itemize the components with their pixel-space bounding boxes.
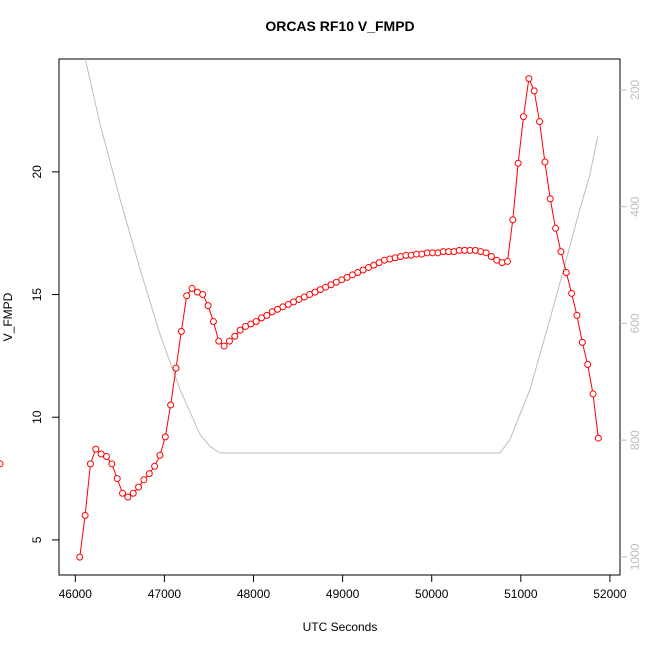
chart-title: ORCAS RF10 V_FMPD [265, 18, 414, 34]
point [573, 311, 581, 319]
point [161, 433, 169, 441]
point [220, 342, 228, 350]
point [113, 475, 121, 483]
point [177, 327, 185, 335]
point [231, 332, 239, 340]
point [252, 318, 260, 326]
y-tick-label: 20 [30, 165, 44, 179]
point [183, 292, 191, 300]
point [536, 118, 544, 126]
y-tick-label: 10 [30, 410, 44, 424]
y2-tick-label: 800 [628, 430, 642, 450]
y2-tick-label: 400 [628, 196, 642, 216]
point [209, 318, 217, 326]
x-tick-label: 46000 [59, 587, 93, 601]
point [0, 460, 4, 468]
point [487, 253, 495, 261]
point [589, 390, 597, 398]
y-tick-label: 15 [30, 288, 44, 302]
x-tick-label: 50000 [415, 587, 449, 601]
point [552, 224, 560, 232]
point [562, 268, 570, 276]
point [509, 216, 517, 224]
plot-frame [58, 58, 621, 576]
point [108, 460, 116, 468]
point [530, 87, 538, 95]
x-tick-label: 52000 [593, 587, 627, 601]
point [568, 289, 576, 297]
point [81, 511, 89, 519]
point [541, 158, 549, 166]
point [215, 337, 223, 345]
point [520, 113, 528, 121]
point [204, 302, 212, 310]
point [514, 159, 522, 167]
x-axis-label: UTC Seconds [303, 620, 378, 634]
point [102, 452, 110, 460]
y-axis-label: V_FMPD [1, 292, 15, 341]
point [594, 434, 602, 442]
point [129, 489, 137, 497]
point [546, 195, 554, 203]
point [263, 311, 271, 319]
y2-tick-label: 200 [628, 80, 642, 100]
y-tick-label: 5 [30, 536, 44, 543]
point [119, 489, 127, 497]
point [151, 462, 159, 470]
point [76, 553, 84, 561]
point [156, 451, 164, 459]
point [557, 248, 565, 256]
point [584, 360, 592, 368]
point [124, 493, 132, 501]
series-line [79, 76, 599, 558]
point [135, 483, 143, 491]
point [199, 291, 207, 299]
point [525, 75, 533, 83]
point [140, 476, 148, 484]
x-tick-label: 48000 [237, 587, 271, 601]
point [92, 445, 100, 453]
point [578, 338, 586, 346]
point [482, 249, 490, 257]
point [86, 460, 94, 468]
point [225, 337, 233, 345]
point [145, 470, 153, 478]
point [167, 401, 175, 409]
point [172, 364, 180, 372]
x-tick-label: 47000 [148, 587, 182, 601]
series-line [84, 59, 599, 454]
x-tick-label: 49000 [326, 587, 360, 601]
x-tick-label: 51000 [504, 587, 538, 601]
point [236, 326, 244, 334]
point [503, 257, 511, 265]
y2-tick-label: 1000 [628, 543, 642, 570]
point [188, 284, 196, 292]
y2-tick-label: 600 [628, 313, 642, 333]
